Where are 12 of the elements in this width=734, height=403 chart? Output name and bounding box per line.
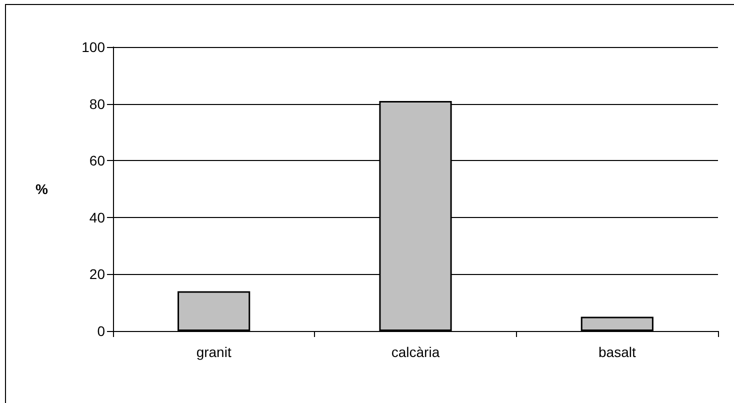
x-tick-label: basalt bbox=[598, 344, 636, 360]
y-tick-label: 60 bbox=[89, 152, 106, 169]
x-tick-label: granit bbox=[196, 344, 232, 360]
y-tick-label: 20 bbox=[89, 266, 106, 282]
y-tick-label: 40 bbox=[89, 209, 106, 226]
y-tick-label: 0 bbox=[97, 323, 106, 339]
y-tick-label: 80 bbox=[89, 96, 106, 112]
bar bbox=[178, 291, 250, 331]
y-tick-label: 100 bbox=[82, 39, 106, 55]
y-axis-title: % bbox=[36, 181, 49, 197]
x-tick-label: calcària bbox=[391, 344, 440, 360]
bar bbox=[580, 316, 654, 331]
